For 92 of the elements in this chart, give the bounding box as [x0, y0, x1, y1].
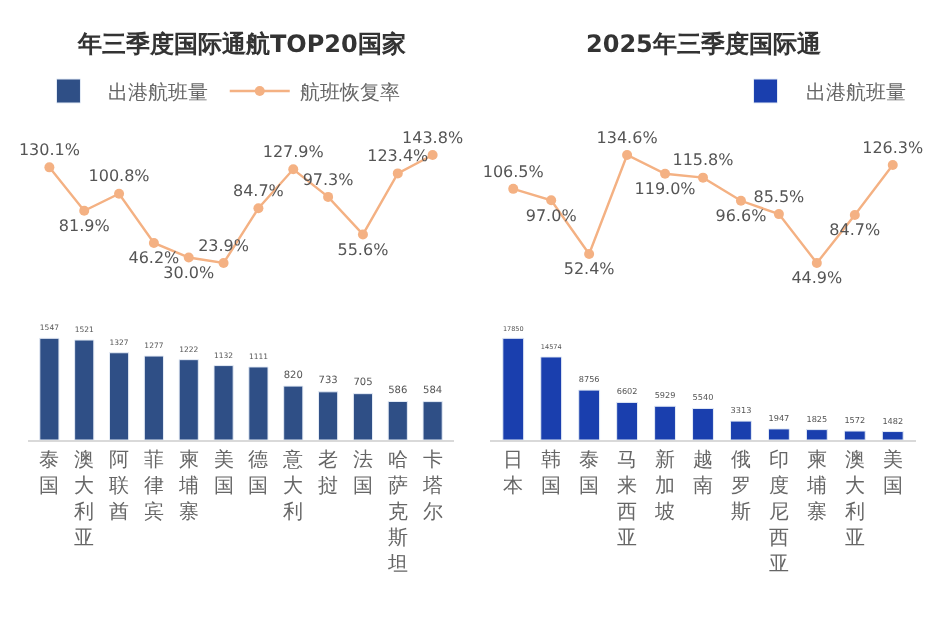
- legend-label: 出港航班量: [108, 80, 209, 105]
- x-tick-label: 德国: [248, 450, 269, 498]
- bar: [805, 429, 828, 440]
- point: [773, 209, 784, 220]
- data-label: 134.6%: [596, 128, 659, 147]
- bar: [843, 430, 866, 440]
- x-tick-label: 新加坡: [653, 448, 676, 524]
- x-tick-label: 印度尼西亚: [768, 448, 789, 576]
- bar: [616, 401, 639, 440]
- point: [546, 195, 557, 206]
- x-tick-label: 老挝: [318, 448, 339, 498]
- bar: [318, 391, 339, 440]
- data-label: 143.8%: [402, 128, 464, 147]
- bar: [540, 356, 563, 440]
- data-label: 44.9%: [791, 269, 844, 288]
- x-tick-label: 阿联酋: [109, 450, 130, 524]
- bar: [108, 352, 130, 440]
- point: [253, 203, 264, 214]
- point: [427, 150, 438, 160]
- bar: [352, 393, 374, 440]
- point: [183, 252, 194, 263]
- x-tick-label: 澳大利亚: [74, 448, 95, 550]
- data-label: 96.6%: [715, 207, 768, 226]
- point: [392, 168, 403, 179]
- bar: [502, 337, 525, 440]
- point: [323, 191, 334, 202]
- bar: [730, 420, 752, 440]
- point: [44, 162, 55, 173]
- x-tick-label: 越南: [693, 448, 713, 498]
- point: [698, 172, 708, 183]
- data-label: 30.0%: [163, 263, 215, 282]
- x-tick-label: 泰国: [39, 450, 60, 498]
- bar: [283, 385, 304, 440]
- data-label: 123.4%: [367, 147, 430, 166]
- x-tick-label: 日本: [503, 450, 524, 498]
- bar: [74, 339, 95, 440]
- data-label: 85.5%: [753, 187, 806, 206]
- point: [735, 195, 746, 206]
- x-tick-label: 韩国: [541, 448, 562, 498]
- x-tick-label: 澳大利亚: [844, 448, 865, 550]
- x-tick-label: 马来西亚: [617, 450, 638, 550]
- data-label: 106.5%: [482, 162, 545, 181]
- legend-label: 航班恢复率: [299, 80, 400, 105]
- x-tick-label: 意大利: [281, 448, 304, 524]
- point: [811, 258, 822, 268]
- data-label: 81.9%: [58, 217, 111, 236]
- data-label: 115.8%: [672, 151, 735, 170]
- data-label: 46.2%: [128, 249, 181, 268]
- point: [79, 205, 90, 216]
- point: [114, 188, 125, 199]
- bar: [248, 366, 269, 440]
- chart-title: 年三季度国际通航TOP20国家: [76, 30, 406, 58]
- bar: [767, 428, 790, 440]
- x-tick-label: 美国: [213, 448, 234, 498]
- point: [357, 229, 368, 240]
- bar: [39, 337, 60, 440]
- point: [849, 210, 860, 221]
- x-tick-label: 泰国: [579, 450, 600, 498]
- bar: [692, 407, 714, 440]
- chart-title: 2025年三季度国际通: [586, 30, 823, 58]
- bar: [654, 405, 676, 440]
- bar: [422, 401, 443, 440]
- data-label: 52.4%: [563, 260, 616, 279]
- data-label: 100.8%: [88, 167, 151, 186]
- point: [218, 258, 229, 268]
- bar: [387, 400, 408, 440]
- x-tick-label: 法国: [352, 448, 373, 498]
- data-label: 126.3%: [862, 138, 925, 157]
- x-tick-label: 哈萨克斯坦: [385, 448, 408, 576]
- bar: [178, 359, 199, 440]
- x-tick-label: 菲律宾: [143, 448, 164, 524]
- bar: [578, 389, 601, 440]
- point: [622, 150, 633, 160]
- x-tick-label: 柬埔寨: [804, 448, 827, 524]
- data-label: 119.0%: [634, 180, 697, 199]
- data-label: 127.9%: [262, 143, 325, 162]
- x-tick-label: 卡塔尔: [420, 448, 443, 524]
- x-tick-label: 俄罗斯: [730, 448, 751, 524]
- data-label: 55.6%: [337, 240, 390, 259]
- data-label: 130.1%: [18, 141, 81, 160]
- bar: [881, 431, 904, 440]
- bar: [213, 365, 234, 440]
- x-tick-label: 柬埔寨: [176, 448, 199, 524]
- bar: [143, 355, 164, 440]
- point: [148, 237, 159, 248]
- point: [288, 164, 299, 175]
- point: [660, 168, 671, 179]
- point: [584, 248, 595, 259]
- legend-label: 出港航班量: [805, 80, 906, 105]
- point: [508, 183, 519, 194]
- point: [887, 160, 898, 170]
- x-tick-label: 美国: [882, 448, 903, 498]
